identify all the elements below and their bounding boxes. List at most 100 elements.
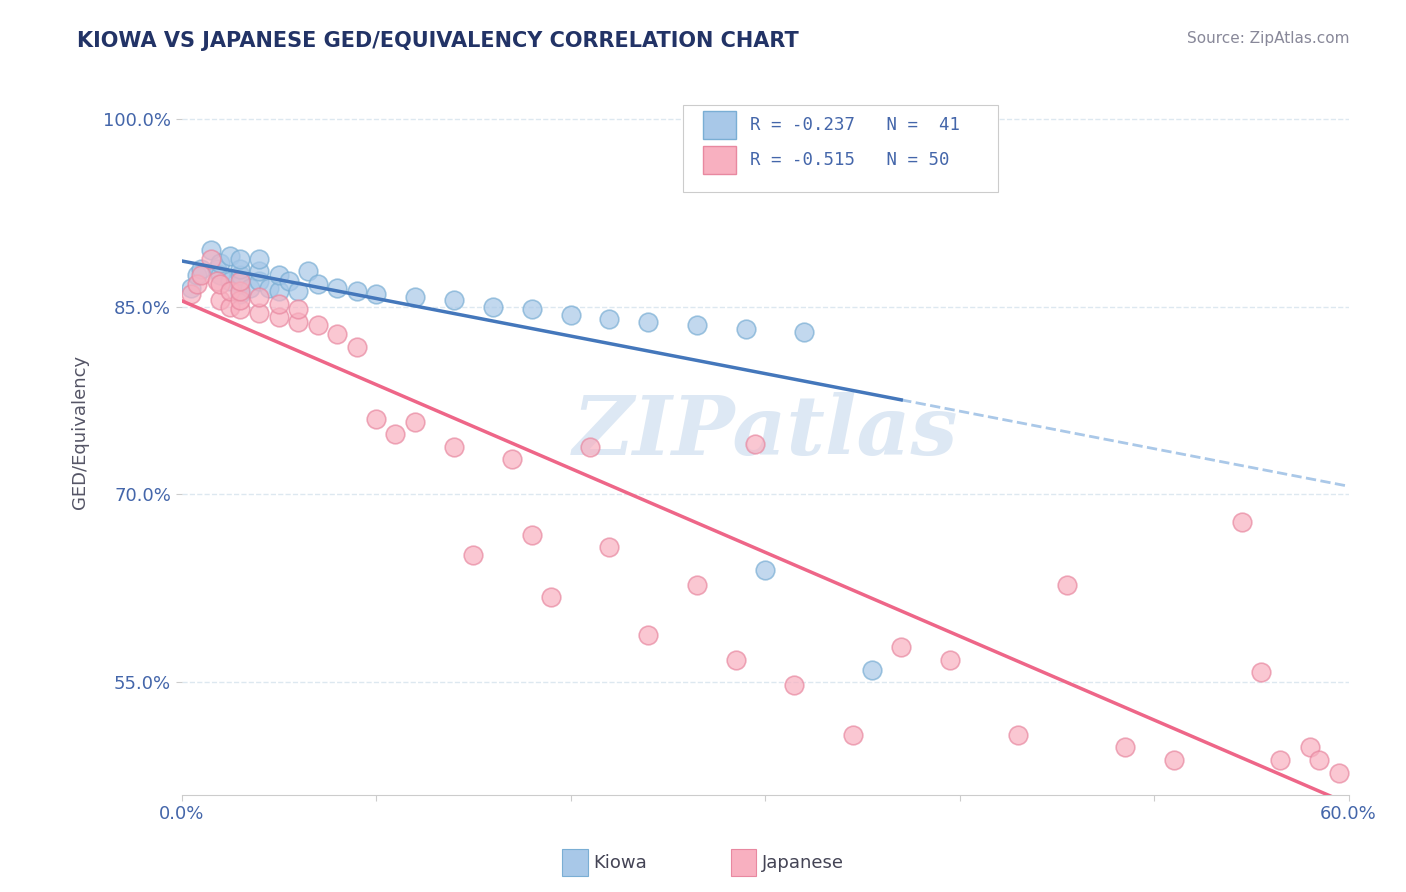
Text: Japanese: Japanese (762, 854, 844, 871)
Point (734, 322, 756, 336)
Point (783, 678, 806, 692)
Text: R = -0.237   N =  41: R = -0.237 N = 41 (749, 116, 960, 134)
Point (287, 285, 309, 299)
Y-axis label: GED/Equivalency: GED/Equivalency (72, 355, 89, 508)
Point (724, 653, 747, 667)
Point (1298, 740, 1320, 755)
Point (239, 281, 262, 295)
Point (277, 275, 299, 289)
Point (579, 440, 602, 454)
Point (219, 275, 242, 289)
Point (1230, 515, 1253, 529)
Text: Kiowa: Kiowa (593, 854, 647, 871)
Point (287, 314, 309, 328)
Point (598, 540, 620, 554)
Point (287, 301, 309, 316)
Point (346, 285, 368, 299)
Point (346, 340, 368, 354)
Point (1056, 577, 1078, 591)
Point (186, 268, 208, 283)
Point (205, 262, 228, 277)
Point (686, 577, 709, 591)
Point (307, 277, 329, 291)
Point (257, 281, 280, 295)
Point (1007, 728, 1029, 742)
Point (890, 139, 912, 153)
Point (190, 268, 212, 283)
Point (1250, 665, 1272, 680)
Point (247, 252, 270, 266)
Point (540, 590, 562, 604)
Text: Source: ZipAtlas.com: Source: ZipAtlas.com (1187, 31, 1350, 46)
Point (219, 249, 242, 263)
Point (200, 243, 222, 257)
Point (267, 310, 290, 324)
Point (443, 293, 465, 308)
Point (247, 275, 270, 289)
Point (190, 262, 212, 277)
Point (560, 308, 582, 322)
Point (404, 289, 426, 303)
Point (219, 300, 242, 314)
Point (384, 427, 406, 442)
Point (180, 281, 202, 295)
Point (229, 285, 252, 299)
Point (939, 653, 962, 667)
Point (229, 262, 252, 277)
Point (180, 287, 202, 301)
Point (247, 306, 270, 320)
Point (229, 293, 252, 308)
Point (326, 327, 349, 342)
Point (186, 277, 208, 291)
Point (364, 287, 387, 301)
Point (229, 287, 252, 301)
Point (229, 275, 252, 289)
Text: ZIPatlas: ZIPatlas (572, 392, 957, 472)
FancyBboxPatch shape (703, 112, 735, 139)
Point (326, 281, 349, 295)
Point (1270, 753, 1292, 767)
Point (200, 252, 222, 266)
Text: R = -0.515   N = 50: R = -0.515 N = 50 (749, 152, 949, 169)
Point (443, 440, 465, 454)
Point (267, 268, 290, 283)
Point (209, 268, 232, 283)
Point (481, 300, 503, 314)
Point (1114, 740, 1136, 755)
Point (219, 285, 242, 299)
Point (267, 297, 290, 311)
Point (686, 318, 709, 333)
Point (1327, 765, 1350, 780)
Point (744, 437, 766, 451)
Point (307, 318, 329, 333)
Point (598, 312, 620, 326)
Point (890, 640, 912, 655)
Point (209, 255, 232, 269)
Point (501, 452, 523, 467)
Point (841, 728, 863, 742)
Point (229, 252, 252, 266)
Point (404, 415, 426, 429)
Point (754, 563, 776, 577)
Point (247, 264, 270, 278)
Point (520, 301, 543, 316)
Point (1163, 753, 1185, 767)
Point (209, 277, 232, 291)
Point (205, 275, 228, 289)
Point (267, 285, 290, 299)
Point (297, 264, 319, 278)
Point (247, 289, 270, 303)
Point (229, 268, 252, 283)
Point (637, 628, 659, 642)
Point (229, 277, 252, 291)
Point (860, 663, 883, 677)
Point (463, 548, 485, 562)
Point (1308, 753, 1330, 767)
Point (520, 527, 543, 541)
Point (209, 293, 232, 308)
Text: KIOWA VS JAPANESE GED/EQUIVALENCY CORRELATION CHART: KIOWA VS JAPANESE GED/EQUIVALENCY CORREL… (77, 31, 799, 51)
Point (793, 325, 815, 339)
FancyBboxPatch shape (683, 105, 998, 192)
FancyBboxPatch shape (703, 146, 735, 174)
Point (229, 301, 252, 316)
